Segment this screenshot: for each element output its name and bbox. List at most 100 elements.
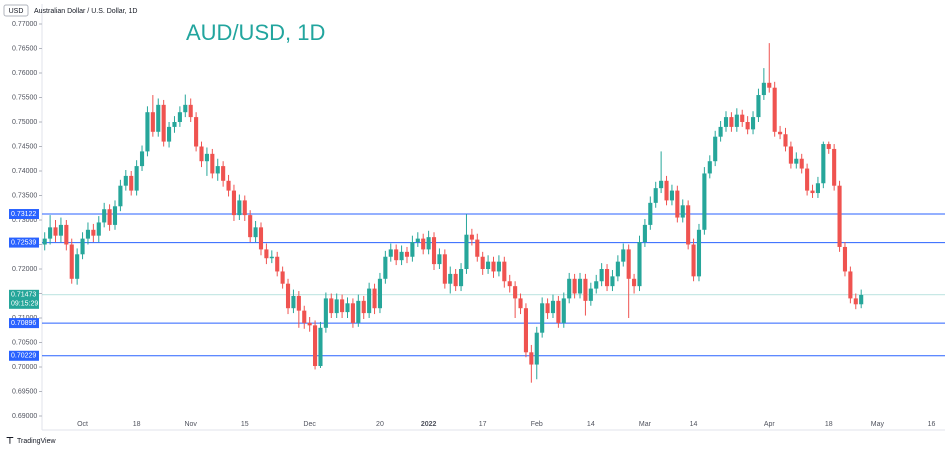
candle-body — [139, 151, 145, 167]
symbol-badge-box — [3, 4, 29, 17]
candle-body — [431, 237, 437, 265]
candle-body — [594, 281, 599, 289]
candle-body — [772, 87, 777, 132]
candle-body — [577, 278, 583, 294]
x-tick-label: May — [871, 421, 885, 428]
candle-body — [426, 237, 431, 250]
candle-body — [258, 227, 264, 250]
candle-body — [837, 185, 842, 247]
candle-body — [313, 325, 318, 367]
candle-body — [761, 82, 766, 96]
candle-body — [453, 273, 458, 287]
candle-body — [486, 261, 491, 269]
candle-body — [556, 300, 561, 323]
chart-title: AUD/USD, 1D — [186, 20, 325, 45]
candle-body — [696, 229, 702, 277]
candle-body — [718, 126, 723, 137]
candle-body — [686, 205, 691, 245]
level-label: 0.72539 — [11, 239, 36, 246]
candle-body — [107, 209, 112, 225]
level-label-box — [9, 318, 39, 329]
candle-body — [756, 95, 761, 118]
candle-body — [702, 173, 707, 230]
x-tick-label: Nov — [184, 421, 197, 428]
candle-body — [415, 238, 420, 243]
y-tick-label: 0.69000 — [12, 413, 37, 420]
candle-body — [642, 224, 647, 243]
candle-body — [669, 190, 674, 201]
candle-body — [588, 288, 593, 301]
y-tick-label: 0.73000 — [12, 217, 37, 224]
x-tick-label: Mar — [639, 421, 652, 428]
candle-body — [529, 352, 534, 365]
candle-body — [383, 256, 388, 279]
candle-body — [102, 209, 107, 223]
candle-body — [523, 308, 528, 353]
candle-body — [42, 238, 47, 245]
candle-body — [848, 271, 853, 299]
candle-body — [350, 303, 355, 323]
candle-body — [318, 327, 323, 367]
candle-body — [475, 239, 480, 257]
y-tick-label: 0.69500 — [12, 388, 37, 395]
y-tick-label: 0.74500 — [12, 143, 37, 150]
candle-body — [75, 254, 80, 279]
candle-body — [356, 300, 361, 323]
candle-body — [302, 310, 307, 323]
x-tick-label: 18 — [133, 421, 141, 428]
candle-body — [637, 242, 642, 287]
x-tick-label: 15 — [241, 421, 249, 428]
candle-body — [329, 298, 334, 314]
candle-body — [464, 234, 469, 269]
candle-body — [583, 278, 588, 301]
x-tick-label: 2022 — [421, 421, 437, 428]
candle-body — [199, 146, 204, 162]
candle-body — [675, 190, 680, 218]
candle-body — [167, 126, 172, 142]
candle-body — [112, 206, 118, 225]
candle-body — [58, 224, 63, 236]
candle-body — [626, 249, 631, 279]
candle-body — [64, 224, 69, 245]
chart-subtitle: Australian Dollar / U.S. Dollar, 1D — [34, 8, 137, 15]
candle-body — [842, 246, 848, 272]
candle-body — [448, 273, 453, 284]
candle-body — [734, 114, 739, 127]
y-tick-label: 0.75500 — [12, 94, 37, 101]
candle-body — [480, 256, 485, 269]
candle-body — [69, 244, 74, 279]
candle-body — [750, 117, 756, 130]
level-label-box — [9, 209, 39, 220]
x-tick-label: Dec — [303, 421, 316, 428]
y-tick-label: 0.76500 — [12, 45, 37, 52]
candle-body — [161, 104, 166, 142]
candle-body — [242, 200, 247, 216]
candle-body — [340, 299, 345, 313]
candle-body — [275, 256, 280, 272]
candle-body — [513, 286, 518, 299]
candle-body — [177, 112, 182, 122]
candle-body — [307, 322, 312, 326]
candle-body — [377, 278, 383, 309]
candle-body — [859, 294, 864, 305]
candle-body — [550, 300, 556, 314]
watermark: TradingView — [17, 438, 56, 445]
candle-body — [713, 136, 718, 162]
candle-body — [399, 251, 404, 261]
candle-body — [296, 295, 301, 311]
logo-mark: ⊤ — [6, 435, 14, 445]
candle-body — [129, 175, 134, 191]
candle-body — [280, 271, 285, 284]
y-tick-label: 0.73500 — [12, 192, 37, 199]
candle-body — [561, 298, 566, 323]
candle-body — [729, 117, 734, 127]
candle-body — [783, 134, 788, 147]
candle-body — [604, 269, 610, 287]
candle-body — [534, 332, 539, 365]
x-tick-label: Feb — [531, 421, 543, 428]
candle-body — [231, 190, 237, 216]
candle-body — [361, 300, 366, 314]
countdown-label: 09:15:29 — [11, 301, 38, 308]
candle-body — [502, 261, 507, 282]
